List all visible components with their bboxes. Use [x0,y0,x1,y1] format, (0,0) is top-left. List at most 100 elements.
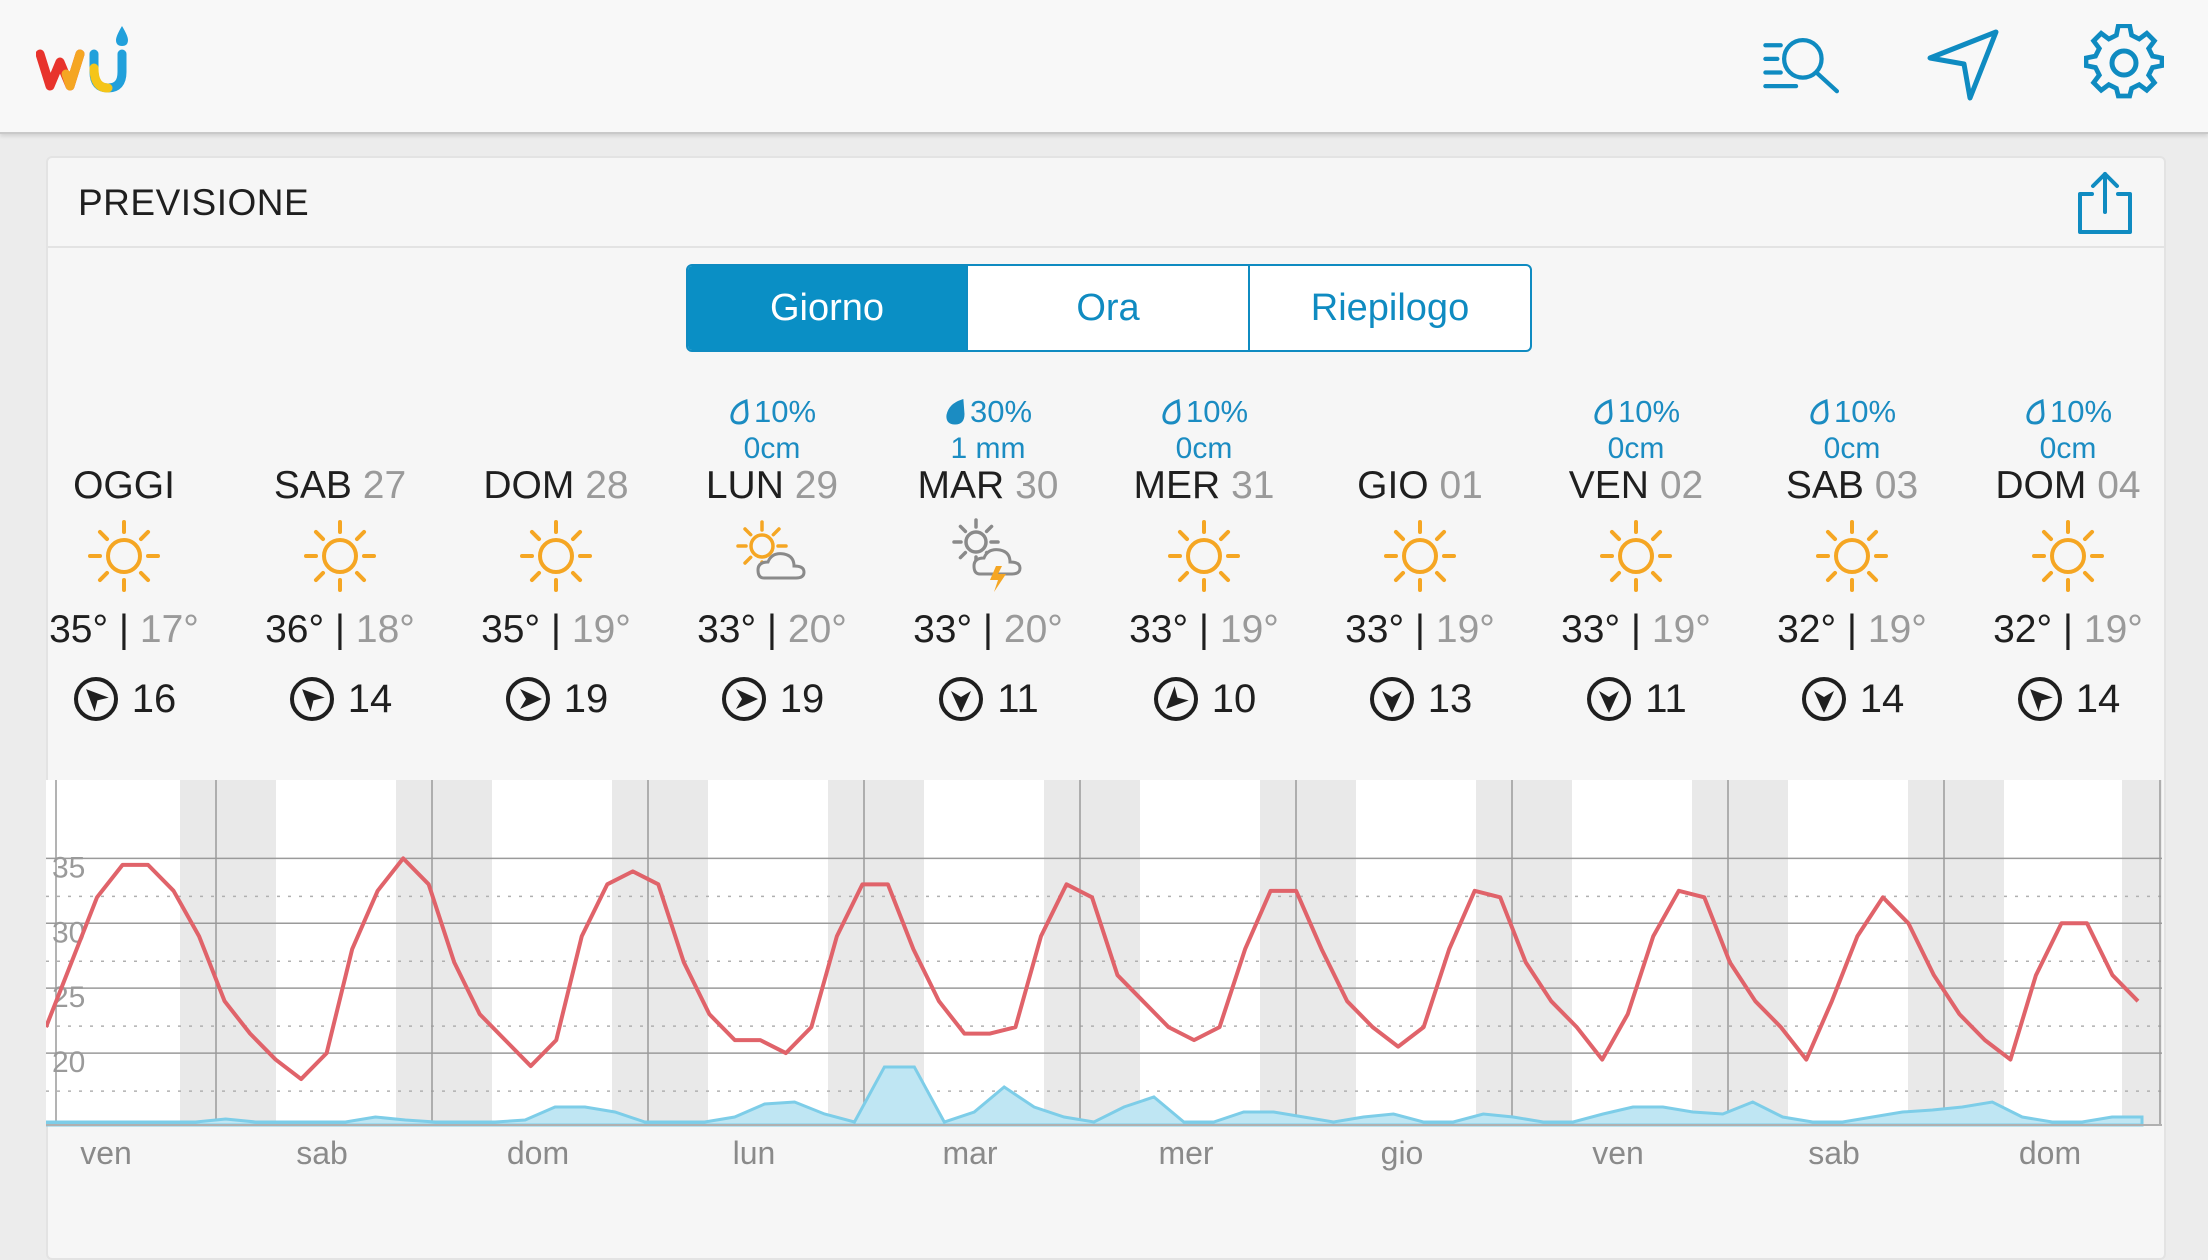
wind-speed: 11 [1536,674,1736,724]
day-label: VEN [1568,464,1649,507]
temp-high: 33° [913,608,973,651]
night-band [1044,780,1140,1125]
tab-giorno[interactable]: Giorno [688,266,966,350]
precip-chance-value: 10% [1617,394,1681,429]
wind-speed: 14 [240,674,440,724]
night-band [1692,780,1788,1125]
x-tick-label: lun [733,1135,776,1171]
day-name: DOM 04 [1958,464,2178,510]
wind-speed-value: 11 [1645,676,1687,721]
day-name: MER 31 [1094,464,1314,510]
wind-direction-icon [1587,677,1632,721]
location-arrow-icon[interactable] [1924,24,2004,104]
wind-speed: 16 [24,674,224,724]
day-forecast[interactable]: 10% 0cm LUN 29 33° | 20° 19 [682,394,862,721]
tab-riepilogo[interactable]: Riepilogo [1248,266,1530,350]
precip-chance: 30% [898,394,1078,430]
day-forecast[interactable]: OGGI 35° | 17° 16 [34,394,214,721]
day-label: OGGI [73,464,175,507]
search-list-icon[interactable] [1762,24,1842,104]
wind-speed: 10 [1104,674,1304,724]
precip-chance: 10% [1546,394,1726,430]
day-forecast[interactable]: SAB 27 36° | 18° 14 [250,394,430,721]
precip-chance-value: 10% [753,394,817,429]
wind-speed-value: 14 [1859,676,1905,721]
day-name: SAB 03 [1742,464,1962,510]
x-tick-label: sab [1808,1135,1860,1171]
temp-low: 18° [355,608,415,651]
sunny-icon [88,520,160,592]
raindrop-icon [946,399,965,425]
temp-high: 33° [697,608,757,651]
day-number: 02 [1659,464,1704,507]
precip-amount: 0cm [1607,432,1665,465]
day-forecast[interactable]: 30% 1 mm MAR 30 33° | 20° 11 [898,394,1078,721]
gear-icon[interactable] [2084,24,2164,104]
wind-speed-value: 16 [131,676,177,721]
temp-low: 19° [1867,608,1927,651]
forecast-header: PREVISIONE [48,158,2164,248]
day-label: MER [1133,464,1221,507]
day-forecast[interactable]: GIO 01 33° | 19° 13 [1330,394,1510,721]
precip-amount: 1 mm [950,432,1026,465]
x-tick-label: sab [296,1135,348,1171]
wind-speed-value: 14 [347,676,393,721]
temp-low: 19° [1651,608,1711,651]
x-tick-label: ven [1592,1135,1644,1171]
tab-ora[interactable]: Ora [966,266,1248,350]
raindrop-icon [1810,399,1829,425]
partly-cloudy-icon [736,520,806,580]
wind-direction-icon [73,677,118,721]
precip-amount: 0cm [743,432,801,465]
precip-amount: 0cm [2039,432,2097,465]
night-band [396,780,492,1125]
y-tick-label: 20 [52,1046,85,1079]
day-forecast[interactable]: DOM 28 35° | 19° 19 [466,394,646,721]
raindrop-icon [2026,399,2045,425]
share-icon[interactable] [2072,168,2138,236]
temp-high: 36° [265,608,325,651]
raindrop-icon [730,399,749,425]
day-name: SAB 27 [230,464,450,510]
temperature-range: 33° | 19° [1561,608,1711,651]
precip-chance: 10% [1114,394,1294,430]
temp-low: 19° [1435,608,1495,651]
day-number: 03 [1874,464,1919,507]
sunny-icon [1816,520,1888,592]
wind-speed-value: 10 [1211,676,1257,721]
day-forecast[interactable]: 10% 0cm DOM 04 32° | 19° 14 [1978,394,2158,721]
day-label: DOM [1995,464,2087,507]
day-label: SAB [1785,464,1864,507]
wind-speed: 14 [1752,674,1952,724]
sunny-icon [2032,520,2104,592]
temp-low: 19° [571,608,631,651]
wind-direction-icon [1153,677,1198,721]
temp-high: 33° [1129,608,1189,651]
x-tick-label: dom [2019,1135,2081,1171]
forecast-title: PREVISIONE [78,182,310,223]
temperature-range: 33° | 19° [1129,608,1279,651]
wu-logo[interactable] [36,24,146,98]
temperature-range: 32° | 19° [1993,608,2143,651]
day-number: 04 [2097,464,2141,507]
temperature-range: 35° | 17° [49,608,199,651]
wind-direction-icon [1369,677,1414,721]
wind-speed-value: 19 [779,676,825,721]
precip-chance-value: 10% [1185,394,1249,429]
wind-speed-value: 13 [1427,676,1473,721]
x-tick-label: dom [507,1135,569,1171]
day-forecast[interactable]: 10% 0cm MER 31 33° | 19° 10 [1114,394,1294,721]
temp-high: 35° [49,608,109,651]
day-forecast[interactable]: 10% 0cm VEN 02 33° | 19° 11 [1546,394,1726,721]
day-forecast[interactable]: 10% 0cm SAB 03 32° | 19° 14 [1762,394,1942,721]
sunny-icon [1168,520,1240,592]
temp-high: 33° [1561,608,1621,651]
wind-direction-icon [505,677,550,721]
temperature-range: 32° | 19° [1777,608,1927,651]
sunny-icon [304,520,376,592]
temp-high: 32° [1993,608,2053,651]
wind-direction-icon [1801,677,1846,721]
wind-speed-value: 11 [997,676,1039,721]
day-name: DOM 28 [446,464,666,510]
wind-direction-icon [939,677,984,721]
